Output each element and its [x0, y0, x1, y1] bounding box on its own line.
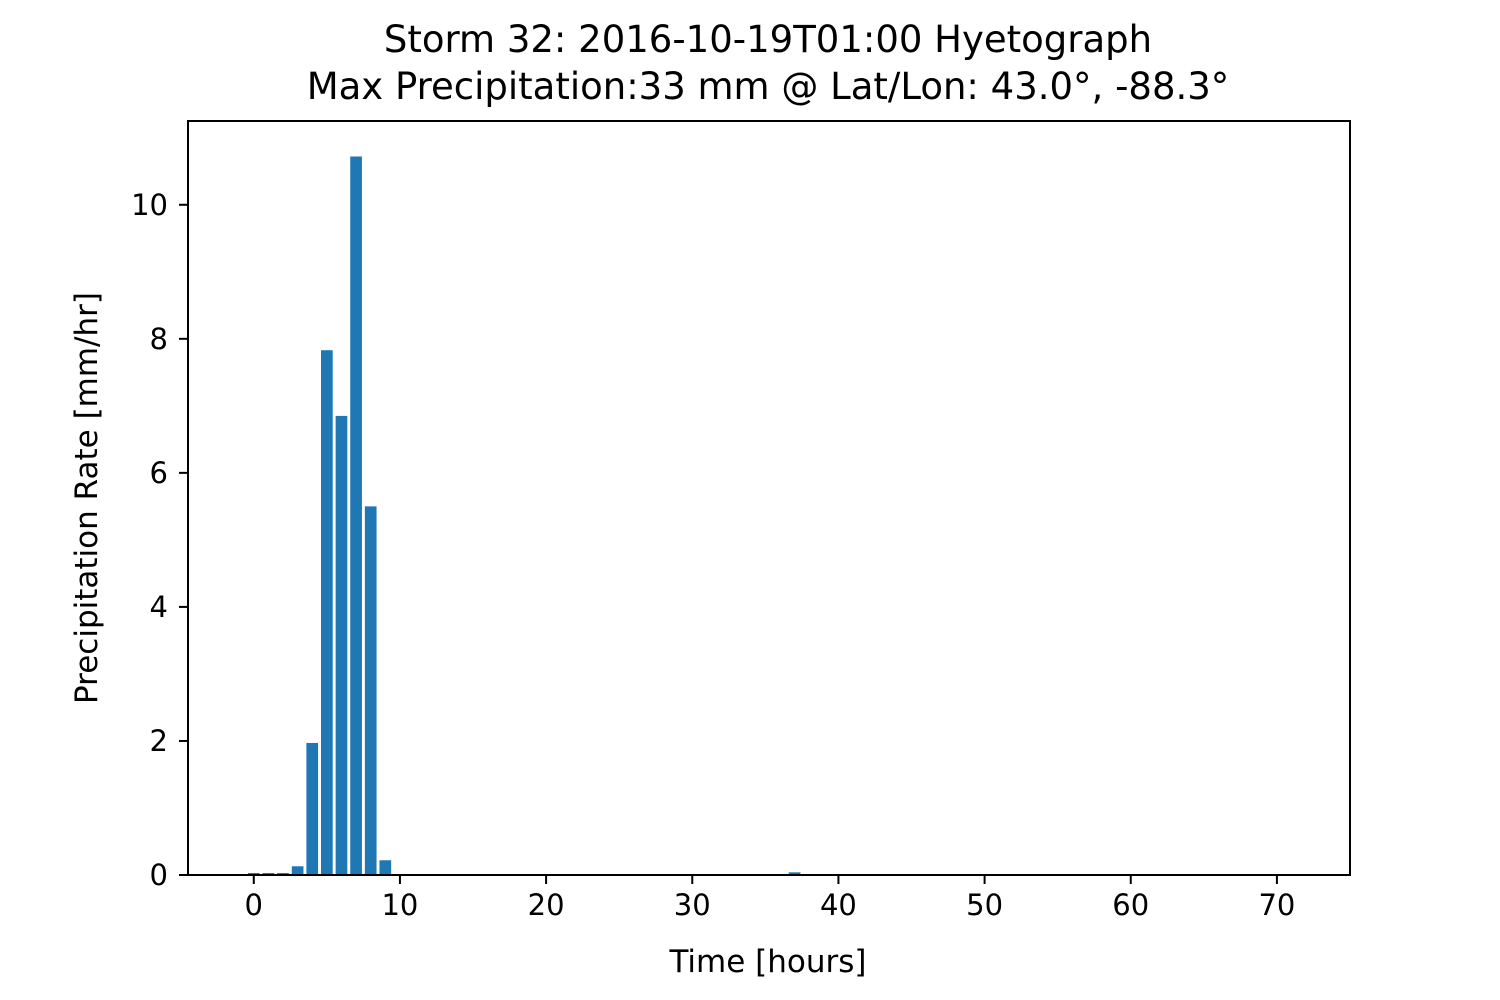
- bar: [350, 156, 362, 875]
- y-tick-label: 6: [150, 456, 168, 490]
- x-tick-label: 40: [820, 888, 857, 922]
- x-tick-label: 50: [966, 888, 1003, 922]
- y-axis-ticks: 0 2 4 6 8 10: [131, 188, 188, 892]
- chart-subtitle: Max Precipitation:33 mm @ Lat/Lon: 43.0°…: [307, 65, 1230, 108]
- x-axis-ticks: 0 10 20 30 40 50 60 70: [245, 875, 1295, 922]
- y-tick-label: 4: [150, 590, 168, 624]
- x-axis-label: Time [hours]: [668, 944, 866, 980]
- bar: [788, 872, 801, 875]
- y-tick-label: 0: [150, 858, 168, 892]
- bar: [335, 415, 348, 875]
- bar: [379, 860, 392, 875]
- x-tick-label: 30: [674, 888, 711, 922]
- x-tick-label: 70: [1258, 888, 1295, 922]
- x-tick-label: 0: [245, 888, 263, 922]
- x-tick-label: 10: [381, 888, 418, 922]
- chart-title: Storm 32: 2016-10-19T01:00 Hyetograph: [384, 18, 1152, 61]
- bar: [247, 872, 260, 875]
- x-tick-label: 60: [1112, 888, 1149, 922]
- bar: [364, 506, 377, 875]
- bar: [321, 350, 333, 876]
- bar: [291, 866, 304, 875]
- plot-frame: [187, 120, 1351, 876]
- y-tick-label: 8: [150, 322, 168, 356]
- bar: [277, 872, 289, 875]
- bar: [306, 742, 319, 875]
- bar: [262, 872, 275, 875]
- y-axis-label: Precipitation Rate [mm/hr]: [69, 292, 105, 704]
- x-tick-label: 20: [528, 888, 565, 922]
- y-tick-label: 2: [150, 724, 168, 758]
- bars-group: [247, 156, 801, 876]
- y-tick-label: 10: [131, 188, 168, 222]
